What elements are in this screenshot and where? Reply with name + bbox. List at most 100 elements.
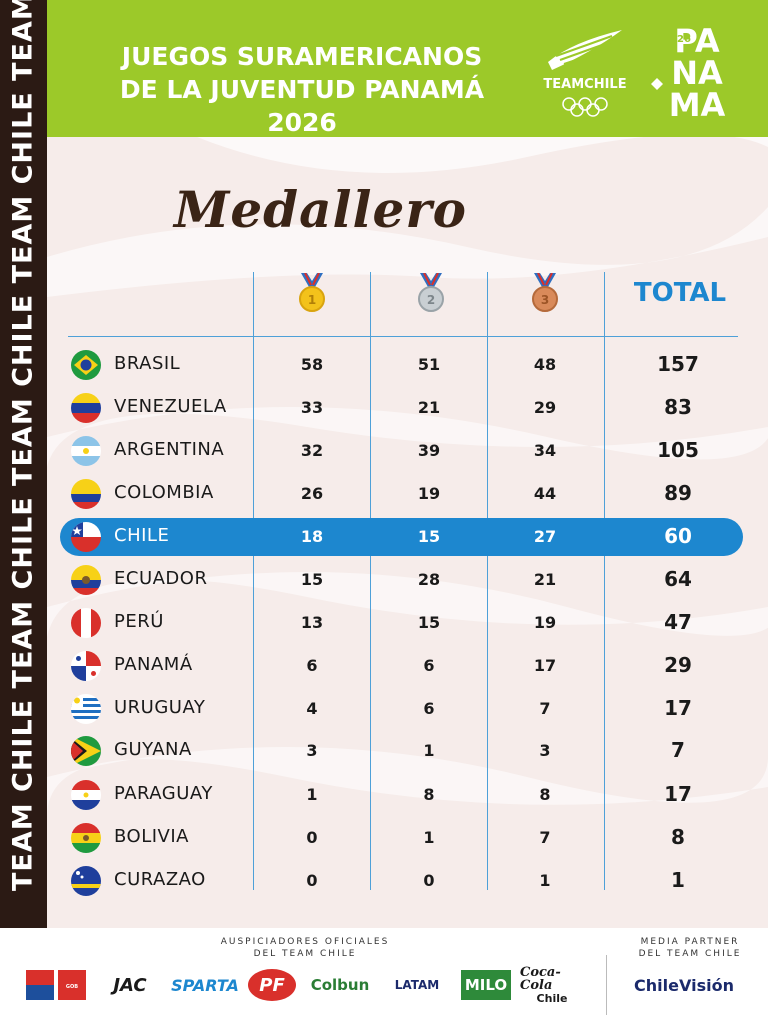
total-count: 89 (664, 481, 692, 505)
column-divider (604, 272, 605, 890)
team-chile-logo: TEAMCHILE (543, 30, 627, 117)
silver-count: 6 (423, 656, 435, 675)
svg-text:MA: MA (669, 86, 726, 124)
event-title: JUEGOS SURAMERICANOS DE LA JUVENTUD PANA… (82, 40, 522, 139)
total-count: 8 (671, 825, 685, 849)
country-name: GUYANA (114, 739, 192, 760)
bronze-count: 44 (533, 484, 557, 503)
gold-count: 3 (306, 741, 318, 760)
bronze-count: 7 (539, 828, 551, 847)
gold-count: 32 (300, 441, 324, 460)
milo-logo-text: MILO (461, 970, 511, 1000)
country-name: COLOMBIA (114, 482, 214, 503)
country-name: VENEZUELA (114, 396, 227, 417)
bronze-count: 27 (533, 527, 557, 546)
bronze-count: 19 (533, 613, 557, 632)
chilevision-logo: ChileVisión (634, 975, 734, 995)
svg-text:GOB: GOB (66, 984, 78, 990)
svg-text:26: 26 (677, 34, 691, 45)
bronze-count: 7 (539, 699, 551, 718)
gold-count: 18 (300, 527, 324, 546)
total-count: 83 (664, 395, 692, 419)
uruguay-flag-icon (71, 694, 101, 724)
silver-count: 19 (417, 484, 441, 503)
gold-count: 15 (300, 570, 324, 589)
total-count: 17 (664, 696, 692, 720)
panama-2026-logo: PA NA MA 26 (651, 22, 726, 124)
table-row-colombia: COLOMBIA 26 19 44 89 (60, 475, 743, 513)
total-count: 7 (671, 738, 685, 762)
media-caption-line2: DEL TEAM CHILE (638, 949, 742, 959)
bronze-count: 29 (533, 398, 557, 417)
pf-logo: PF (246, 969, 298, 1001)
footer-divider (606, 955, 607, 1015)
gold-medal-label: 1 (308, 293, 316, 307)
column-divider (370, 272, 371, 890)
gold-count: 0 (306, 828, 318, 847)
total-count: 17 (664, 782, 692, 806)
bronze-count: 17 (533, 656, 557, 675)
total-count: 47 (664, 610, 692, 634)
column-divider (253, 272, 254, 890)
gold-count: 1 (306, 785, 318, 804)
bronze-count: 3 (539, 741, 551, 760)
table-row-peru: PERÚ 13 15 19 47 (60, 604, 743, 642)
sponsors-caption-line2: DEL TEAM CHILE (253, 949, 357, 959)
bolivia-flag-icon (71, 823, 101, 853)
argentina-flag-icon (71, 436, 101, 466)
silver-count: 6 (423, 699, 435, 718)
table-row-venezuela: VENEZUELA 33 21 29 83 (60, 389, 743, 427)
paraguay-flag-icon (71, 780, 101, 810)
total-count: 157 (657, 352, 699, 376)
silver-count: 15 (417, 527, 441, 546)
latam-logo: LATAM (394, 978, 440, 992)
bronze-count: 48 (533, 355, 557, 374)
gold-count: 0 (306, 871, 318, 890)
sponsors-caption-line1: AUSPICIADORES OFICIALES (220, 937, 390, 947)
bronze-medal-icon: 3 (532, 273, 558, 312)
bronze-count: 21 (533, 570, 557, 589)
gold-count: 6 (306, 656, 318, 675)
coca-cola-country-text: Chile (536, 991, 568, 1005)
team-chile-sidebar: TEAM CHILE TEAM CHILE TEAM CHILE TEAM CH… (0, 0, 47, 928)
silver-count: 1 (423, 828, 435, 847)
country-name: ECUADOR (114, 568, 208, 589)
silver-count: 1 (423, 741, 435, 760)
country-name: CHILE (114, 525, 170, 546)
sponsors-footer: AUSPICIADORES OFICIALES DEL TEAM CHILE M… (0, 928, 768, 1024)
peru-flag-icon (71, 608, 101, 638)
silver-count: 0 (423, 871, 435, 890)
total-count: 64 (664, 567, 692, 591)
svg-text:NA: NA (671, 54, 723, 92)
bronze-medal-label: 3 (541, 293, 549, 307)
table-row-paraguay: PARAGUAY 1 8 8 17 (60, 776, 743, 814)
table-row-bolivia: BOLIVIA 0 1 7 8 (60, 819, 743, 857)
table-row-guyana: GUYANA 3 1 3 7 (60, 732, 743, 770)
team-chile-logo-text: TEAMCHILE (543, 77, 626, 92)
gold-count: 13 (300, 613, 324, 632)
gold-count: 4 (306, 699, 318, 718)
pf-logo-text: PF (248, 969, 296, 1001)
table-row-curazao: CURAZAO 0 0 1 1 (60, 862, 743, 900)
table-row-uruguay: URUGUAY 4 6 7 17 (60, 690, 743, 728)
colbun-logo: Colbun (310, 976, 370, 994)
event-title-line1: JUEGOS SURAMERICANOS (121, 42, 483, 71)
total-count: 60 (664, 524, 692, 548)
country-name: URUGUAY (114, 697, 206, 718)
country-name: PERÚ (114, 611, 164, 632)
jac-logo: JAC (113, 974, 147, 996)
milo-logo: MILO (458, 970, 514, 1000)
country-name: ARGENTINA (114, 439, 225, 460)
table-row-panama: PANAMÁ 6 6 17 29 (60, 647, 743, 685)
total-count: 29 (664, 653, 692, 677)
silver-count: 15 (417, 613, 441, 632)
colombia-flag-icon (71, 479, 101, 509)
svg-text:PA: PA (674, 22, 720, 60)
panama-flag-icon (71, 651, 101, 681)
gold-medal-icon: 1 (299, 273, 325, 312)
column-divider (487, 272, 488, 890)
guyana-flag-icon (71, 736, 101, 766)
country-name: PARAGUAY (114, 783, 213, 804)
country-name: BRASIL (114, 353, 181, 374)
table-row-argentina: ARGENTINA 32 39 34 105 (60, 432, 743, 470)
